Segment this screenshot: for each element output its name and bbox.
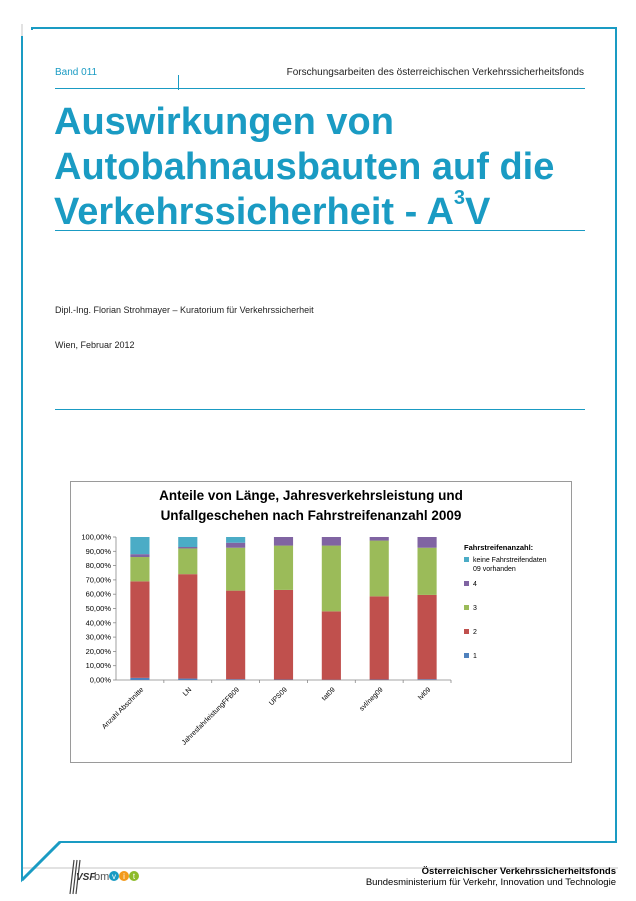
legend-label: 4	[473, 581, 477, 588]
legend-swatch	[464, 653, 469, 658]
x-tick-label: UPS09	[268, 686, 289, 707]
x-tick-label: JahresfahrleistungFFB09	[181, 686, 241, 746]
title-line-3-end: V	[465, 191, 490, 233]
stacked-bar-chart: Anteile von Länge, Jahresverkehrsleistun…	[71, 482, 571, 762]
y-tick-label: 60,00%	[86, 590, 112, 599]
y-tick-label: 10,00%	[86, 661, 112, 670]
bar-segment	[130, 554, 149, 557]
footer-line-2: Bundesministerium für Verkehr, Innovatio…	[366, 877, 616, 888]
title-line-3-main: Verkehrssicherheit - A	[54, 191, 454, 233]
y-tick-label: 30,00%	[86, 633, 112, 642]
bar-segment	[322, 611, 341, 679]
section-divider	[55, 409, 585, 410]
title-line-1: Auswirkungen von	[54, 100, 594, 145]
y-tick-label: 90,00%	[86, 547, 112, 556]
bar-segment	[226, 679, 245, 680]
bar-segment	[370, 537, 389, 541]
legend-swatch	[464, 605, 469, 610]
header-divider	[55, 88, 585, 89]
chart-container: Anteile von Länge, Jahresverkehrsleistun…	[70, 481, 572, 763]
x-tick-label: svl/neg09	[358, 686, 384, 712]
logo-i: i	[123, 872, 125, 881]
x-tick-label: Anzahl Abschnitte	[101, 686, 145, 730]
bar-segment	[226, 548, 245, 591]
x-tick-label: LN	[182, 686, 193, 697]
logo-v: v	[112, 872, 116, 881]
chart-title-line-1: Anteile von Länge, Jahresverkehrsleistun…	[159, 488, 463, 503]
y-tick-label: 40,00%	[86, 618, 112, 627]
chart-title-line-2: Unfallgeschehen nach Fahrstreifenanzahl …	[161, 508, 462, 523]
bar-segment	[322, 546, 341, 612]
y-tick-label: 70,00%	[86, 575, 112, 584]
bar-segment	[322, 537, 341, 546]
band-number: Band 011	[55, 67, 97, 78]
legend-swatch	[464, 629, 469, 634]
document-title: Auswirkungen von Autobahnausbauten auf d…	[54, 100, 594, 235]
bar-segment	[178, 548, 197, 574]
footer-text: Österreichischer Verkehrssicherheitsfond…	[366, 866, 616, 888]
bar-segment	[274, 537, 293, 546]
y-tick-label: 50,00%	[86, 604, 112, 613]
bar-segment	[418, 537, 437, 548]
bar-segment	[418, 595, 437, 679]
bar-segment	[274, 546, 293, 590]
bar-segment	[130, 537, 149, 554]
bar-segment	[226, 591, 245, 680]
title-line-3: Verkehrssicherheit - A3V	[54, 190, 594, 235]
title-line-2: Autobahnausbauten auf die	[54, 145, 594, 190]
legend-label: 3	[473, 605, 477, 612]
bar-segment	[370, 596, 389, 679]
chart-plot-layer: 0,00% 10,00% 20,00% 30,00% 40,00% 50,00% 60,00…	[81, 533, 546, 747]
y-tick-label: 100,00%	[81, 533, 111, 542]
legend-swatch	[464, 581, 469, 586]
bar-segment	[130, 678, 149, 680]
x-tick-label: tat09	[321, 686, 337, 702]
author-line: Dipl.-Ing. Florian Strohmayer – Kuratori…	[55, 305, 314, 315]
y-tick-label: 20,00%	[86, 647, 112, 656]
series-title: Forschungsarbeiten des österreichischen …	[287, 67, 584, 78]
bar-segment	[226, 543, 245, 548]
bar-segment	[274, 590, 293, 680]
legend-label: keine Fahrstreifendaten	[473, 557, 547, 564]
bar-segment	[418, 679, 437, 680]
date-line: Wien, Februar 2012	[55, 340, 135, 350]
x-tick-label: lvl09	[417, 686, 432, 701]
logo-graphic: VSF bm v i t	[68, 858, 168, 896]
bar-segment	[178, 547, 197, 548]
y-tick-label: 0,00%	[90, 676, 112, 685]
bar-segment	[178, 679, 197, 680]
legend-label: 2	[473, 629, 477, 636]
footer-logo: VSF bm v i t	[68, 858, 168, 901]
logo-bm: bm	[94, 871, 109, 883]
legend-title: Fahrstreifenanzahl:	[464, 543, 533, 552]
bar-segment	[178, 574, 197, 678]
legend-swatch	[464, 557, 469, 562]
legend-label: 09 vorhanden	[473, 566, 516, 573]
bar-segment	[370, 541, 389, 597]
bar-segment	[130, 557, 149, 581]
legend-label: 1	[473, 653, 477, 660]
y-tick-label: 80,00%	[86, 561, 112, 570]
bar-segment	[418, 548, 437, 595]
title-superscript: 3	[454, 187, 465, 209]
bar-segment	[178, 537, 197, 547]
title-divider	[55, 230, 585, 231]
bar-segment	[226, 537, 245, 543]
bar-segment	[130, 581, 149, 678]
footer-line-1: Österreichischer Verkehrssicherheitsfond…	[366, 866, 616, 877]
